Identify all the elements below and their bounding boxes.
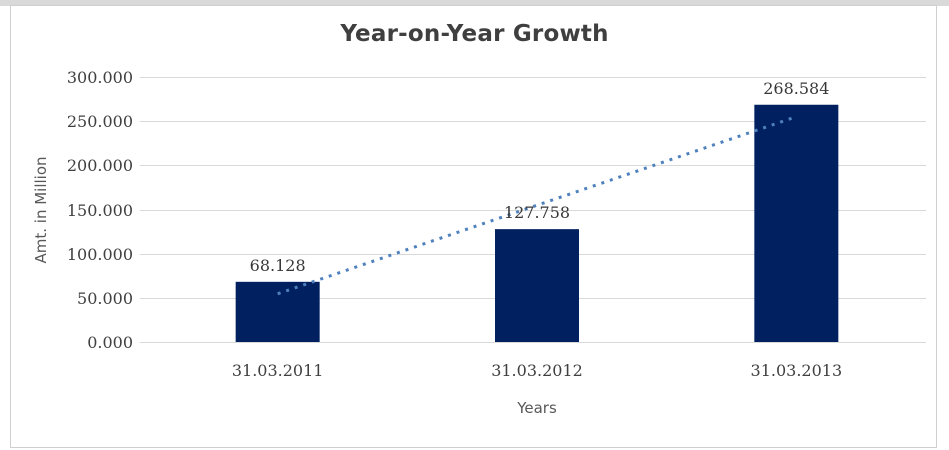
bar-31.03.2013 [754, 104, 839, 343]
x-tick-label: 31.03.2012 [491, 361, 583, 380]
trendline-dotted [277, 115, 797, 296]
x-axis-title: Years [517, 399, 557, 417]
y-tick-label: 50.000 [77, 288, 133, 308]
top-edge-strip [0, 0, 949, 6]
y-tick-label: 200.000 [66, 155, 133, 175]
x-tick-label: 31.03.2013 [750, 361, 843, 380]
bar-31.03.2012 [495, 229, 579, 342]
y-tick-label: 100.000 [66, 244, 133, 264]
data-label: 268.584 [763, 78, 830, 98]
y-tick-label: 300.000 [66, 67, 133, 87]
bar-31.03.2011 [235, 281, 320, 342]
data-label: 68.128 [249, 255, 306, 275]
chart-title: Year-on-Year Growth [340, 21, 609, 47]
y-tick-label: 250.000 [66, 111, 133, 131]
y-tick-label: 0.000 [87, 332, 133, 352]
x-tick-label: 31.03.2011 [231, 361, 324, 380]
y-tick-label: 150.000 [66, 200, 133, 220]
data-label: 127.758 [503, 203, 571, 223]
